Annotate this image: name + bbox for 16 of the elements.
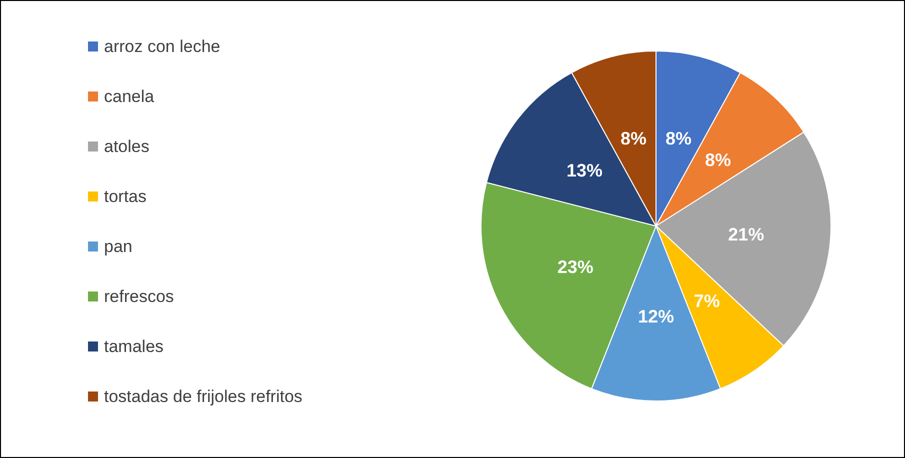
data-label: 8%	[620, 128, 646, 148]
legend-label: tamales	[104, 337, 164, 356]
legend-label: tostadas de frijoles refritos	[104, 387, 302, 406]
legend-label: arroz con leche	[104, 37, 220, 56]
legend-label: tortas	[104, 187, 147, 206]
legend-label: pan	[104, 237, 132, 256]
data-label: 12%	[638, 306, 674, 326]
data-label: 13%	[566, 160, 603, 181]
data-label: 23%	[557, 257, 594, 278]
legend-label: refrescos	[104, 287, 174, 306]
data-label: 7%	[694, 290, 720, 311]
legend-label: canela	[104, 87, 155, 106]
data-label: 8%	[704, 150, 731, 170]
data-label: 8%	[666, 128, 692, 148]
legend-label: atoles	[104, 137, 150, 156]
data-label: 21%	[728, 224, 764, 245]
